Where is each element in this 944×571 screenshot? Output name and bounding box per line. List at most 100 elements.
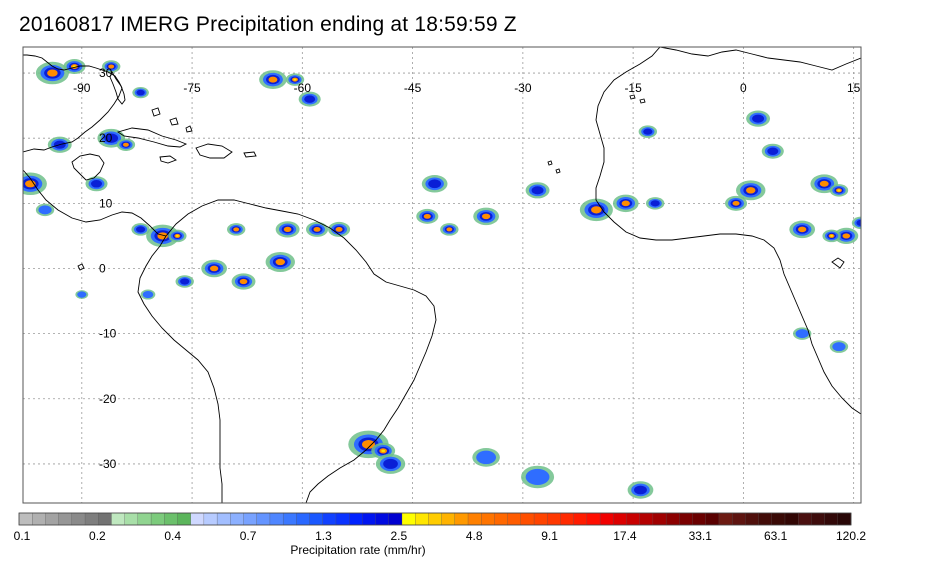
longitude-tick-label: -90 — [73, 81, 91, 95]
colorbar-swatch — [190, 512, 205, 526]
colorbar-swatch — [784, 512, 799, 526]
colorbar-swatch — [824, 512, 839, 526]
longitude-tick-label: -60 — [294, 81, 312, 95]
coastline-africa-north — [659, 47, 861, 71]
coastline-africa — [595, 47, 861, 415]
colorbar-swatch — [837, 512, 852, 526]
precipitation-cell — [239, 278, 248, 285]
precipitation-cell — [830, 234, 834, 237]
precipitation-cell — [732, 200, 740, 206]
colorbar-swatch — [798, 512, 812, 526]
longitude-tick-label: -75 — [183, 81, 201, 95]
precipitation-cell — [136, 89, 145, 96]
colorbar-swatch — [441, 512, 456, 526]
coastline-yucatan — [71, 153, 105, 181]
colorbar-tick-label: 63.1 — [764, 529, 788, 543]
colorbar-swatch — [282, 512, 297, 526]
colorbar-swatch — [18, 512, 33, 526]
precipitation-cell — [481, 213, 491, 220]
coastline-north-america — [23, 54, 123, 153]
colorbar-swatch — [428, 512, 443, 526]
map-frame — [22, 46, 862, 504]
precipitation-cell — [650, 200, 660, 207]
colorbar-tick-label: 17.4 — [613, 529, 637, 543]
colorbar — [18, 512, 852, 526]
colorbar-swatch — [599, 512, 614, 526]
colorbar-swatch — [322, 512, 337, 526]
colorbar-swatch — [335, 512, 350, 526]
precipitation-cell — [842, 233, 851, 239]
coastline-layer — [23, 47, 861, 503]
colorbar-swatch — [309, 512, 324, 526]
colorbar-swatch — [111, 512, 126, 526]
colorbar-swatch — [203, 512, 218, 526]
colorbar-swatch — [58, 512, 73, 526]
colorbar-swatch — [560, 512, 575, 526]
precipitation-cell — [819, 180, 829, 187]
colorbar-swatch — [811, 512, 826, 526]
precipitation-cell — [643, 128, 653, 135]
colorbar-tick-label: 120.2 — [836, 529, 866, 543]
colorbar-tick-labels: 0.1 0.2 0.4 0.7 1.3 2.5 4.8 9.1 17.4 33.1 63.1 120.… — [14, 529, 867, 543]
colorbar-swatch — [692, 512, 707, 526]
precipitation-cell — [634, 485, 647, 495]
precipitation-cell — [283, 226, 292, 232]
colorbar-swatch — [375, 512, 390, 526]
precipitation-cell — [104, 133, 119, 143]
latitude-tick-label: 0 — [99, 261, 106, 275]
colorbar-swatch — [32, 512, 46, 526]
precipitation-cell — [525, 468, 550, 486]
colorbar-swatch — [665, 512, 680, 526]
precipitation-cell — [767, 147, 779, 155]
colorbar-swatch — [494, 512, 509, 526]
colorbar-tick-label: 2.5 — [390, 529, 407, 543]
longitude-tick-label: -30 — [514, 81, 532, 95]
precipitation-cell — [77, 291, 87, 298]
latitude-tick-label: 10 — [99, 196, 113, 210]
coastline-cuba — [116, 127, 188, 148]
colorbar-tick-label: 0.2 — [89, 529, 106, 543]
precipitation-cell — [47, 69, 58, 77]
coastline-galapagos — [77, 263, 85, 271]
coastline-south-america-west — [137, 235, 223, 503]
precipitation-cell — [856, 219, 861, 227]
precipitation-cell — [381, 449, 386, 453]
colorbar-swatch — [362, 512, 377, 526]
colorbar-swatch — [481, 512, 495, 526]
longitude-tick-label: 15 — [847, 81, 861, 95]
colorbar-swatch — [71, 512, 86, 526]
colorbar-swatch — [216, 512, 231, 526]
latitude-tick-label: 20 — [99, 131, 113, 145]
colorbar-swatch — [388, 512, 403, 526]
precipitation-cell — [136, 226, 146, 233]
colorbar-swatch — [137, 512, 152, 526]
precipitation-cell — [621, 200, 630, 207]
colorbar-swatch — [771, 512, 786, 526]
precipitation-cell — [175, 234, 179, 237]
coastline-canary-islands — [629, 94, 646, 104]
precipitation-layer — [23, 59, 861, 499]
precipitation-cell — [362, 439, 375, 449]
colorbar-swatch — [520, 512, 535, 526]
latitude-tick-label: -30 — [99, 457, 117, 471]
coastline-central-america — [23, 169, 167, 237]
precipitation-cell — [180, 278, 190, 285]
precipitation-cell — [832, 342, 846, 352]
colorbar-swatch — [652, 512, 667, 526]
precipitation-cell — [210, 265, 219, 272]
colorbar-swatch — [401, 512, 416, 526]
graticule-layer — [23, 47, 861, 503]
precipitation-cell — [837, 189, 841, 192]
colorbar-frame — [18, 512, 852, 526]
precipitation-cell — [383, 458, 398, 469]
colorbar-swatch — [547, 512, 561, 526]
colorbar-tick-label: 4.8 — [466, 529, 483, 543]
map-title: 20160817 IMERG Precipitation ending at 1… — [19, 13, 517, 36]
colorbar-swatch — [718, 512, 733, 526]
longitude-tick-labels: -90 -75 -60 -45 -30 -15 0 15 — [73, 81, 861, 95]
colorbar-swatch — [573, 512, 588, 526]
precipitation-cell — [108, 64, 115, 69]
longitude-tick-label: 0 — [740, 81, 747, 95]
colorbar-swatch — [533, 512, 548, 526]
colorbar-swatch — [705, 512, 720, 526]
